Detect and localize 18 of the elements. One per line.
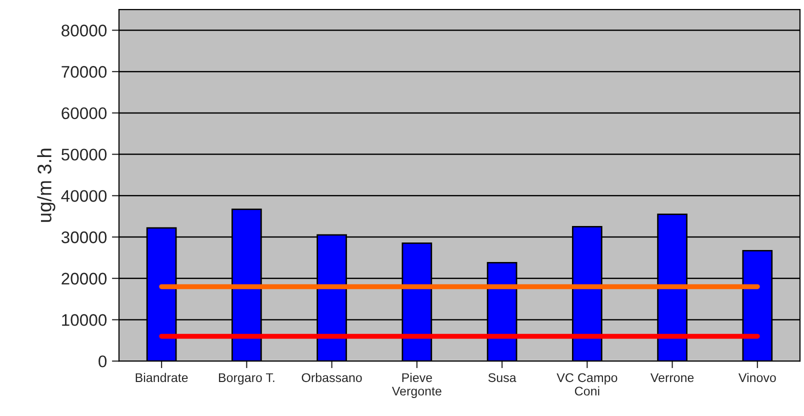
y-tick-label: 30000 <box>61 231 107 244</box>
y-tick-label: 80000 <box>62 24 107 36</box>
y-tick-label: 60000 <box>62 107 107 120</box>
x-tick-label: Susa <box>488 373 516 382</box>
x-tick-label: Biandrate <box>136 372 188 382</box>
x-tick-label: Orbassano <box>302 372 362 382</box>
y-tick-label: 70000 <box>62 66 107 78</box>
x-tick-label: Pieve Vergonte <box>392 372 442 398</box>
x-tick-label: Verrone <box>650 373 694 382</box>
x-tick-label: Borgaro T. <box>218 373 274 385</box>
x-tick-label: Vinovo <box>738 372 776 382</box>
y-tick-label: 0 <box>98 355 107 368</box>
y-tick-label: 40000 <box>61 190 107 202</box>
y-tick-label: 10000 <box>62 314 107 326</box>
y-tick-label: 20000 <box>62 272 107 285</box>
y-tick-label: 50000 <box>62 148 107 161</box>
x-tick-label: VC Campo Coni <box>556 373 618 396</box>
y-axis-title: ug/m 3.h <box>37 148 56 222</box>
